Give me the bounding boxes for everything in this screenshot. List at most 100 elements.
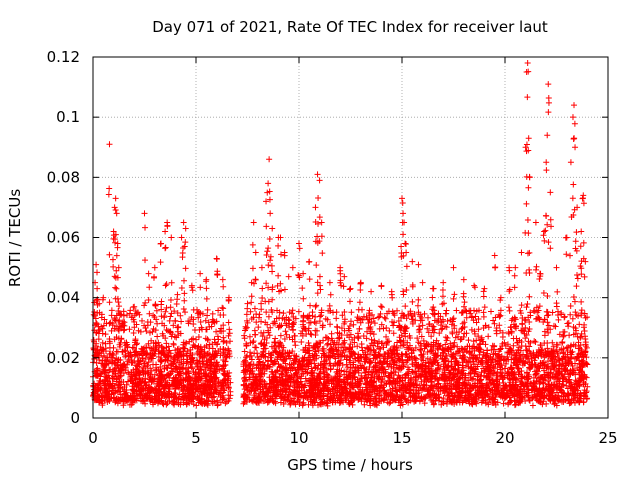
data-point: [344, 364, 351, 371]
data-point: [574, 387, 581, 394]
data-point: [561, 328, 568, 335]
data-point: [374, 340, 381, 347]
data-point: [190, 401, 197, 408]
data-point: [512, 362, 519, 369]
data-point: [190, 394, 197, 401]
data-point: [215, 378, 222, 385]
data-point: [131, 397, 138, 404]
data-point: [573, 327, 580, 334]
data-point: [113, 395, 120, 402]
data-point: [467, 310, 474, 317]
data-point: [90, 311, 97, 318]
data-point: [193, 336, 200, 343]
data-point: [175, 381, 182, 388]
data-point: [271, 358, 278, 365]
data-point: [502, 355, 509, 362]
data-point: [559, 355, 566, 362]
data-point: [213, 387, 220, 394]
data-point: [98, 314, 105, 321]
data-point: [565, 319, 572, 326]
data-point: [243, 342, 250, 349]
data-point: [490, 381, 497, 388]
data-point: [206, 356, 213, 363]
data-point: [523, 351, 530, 358]
data-point: [503, 393, 510, 400]
data-point: [422, 365, 429, 372]
data-point: [227, 379, 234, 386]
data-point: [435, 346, 442, 353]
data-point: [368, 336, 375, 343]
data-point: [344, 332, 351, 339]
data-point: [215, 391, 222, 398]
data-point: [242, 323, 249, 330]
data-point: [459, 352, 466, 359]
data-point: [218, 366, 225, 373]
data-point: [346, 369, 353, 376]
data-point: [241, 399, 248, 406]
data-point: [178, 318, 185, 325]
data-point: [581, 327, 588, 334]
data-point: [456, 379, 463, 386]
data-point: [377, 385, 384, 392]
data-point: [317, 361, 324, 368]
data-point: [137, 369, 144, 376]
data-point: [348, 350, 355, 357]
data-point: [296, 401, 303, 408]
data-point: [415, 339, 422, 346]
data-point: [198, 375, 205, 382]
data-point: [364, 345, 371, 352]
data-point: [405, 397, 412, 404]
data-point: [300, 356, 307, 363]
data-point: [308, 331, 315, 338]
data-point: [91, 356, 98, 363]
data-point: [361, 358, 368, 365]
data-point: [313, 352, 320, 359]
data-point: [397, 337, 404, 344]
data-point: [272, 347, 279, 354]
data-point: [283, 355, 290, 362]
data-point: [382, 389, 389, 396]
data-point: [567, 367, 574, 374]
data-point: [324, 341, 331, 348]
data-point: [102, 331, 109, 338]
data-point: [220, 338, 227, 345]
data-point: [318, 401, 325, 408]
data-point: [134, 358, 141, 365]
data-point: [547, 353, 554, 360]
data-point: [327, 366, 334, 373]
data-point: [117, 391, 124, 398]
data-point: [96, 326, 103, 333]
data-point: [128, 394, 135, 401]
data-point: [282, 360, 289, 367]
data-point: [311, 379, 318, 386]
data-point: [311, 318, 318, 325]
data-point: [577, 333, 584, 340]
data-point: [211, 319, 218, 326]
data-point: [335, 387, 342, 394]
data-point: [539, 346, 546, 353]
data-point: [347, 318, 354, 325]
data-point: [552, 383, 559, 390]
data-point: [540, 394, 547, 401]
data-point: [515, 346, 522, 353]
data-point: [153, 307, 160, 314]
data-point: [255, 361, 262, 368]
data-point: [398, 362, 405, 369]
data-point: [411, 398, 418, 405]
data-point: [372, 401, 379, 408]
data-point: [459, 370, 466, 377]
data-point: [560, 333, 567, 340]
data-point: [399, 356, 406, 363]
data-point: [393, 350, 400, 357]
data-point: [104, 354, 111, 361]
data-point: [356, 381, 363, 388]
data-point: [312, 320, 319, 327]
data-point: [292, 370, 299, 377]
data-point: [530, 379, 537, 386]
data-point: [249, 339, 256, 346]
data-point: [518, 343, 525, 350]
data-point: [315, 382, 322, 389]
data-point: [150, 312, 157, 319]
data-point: [221, 386, 228, 393]
data-point: [96, 349, 103, 356]
